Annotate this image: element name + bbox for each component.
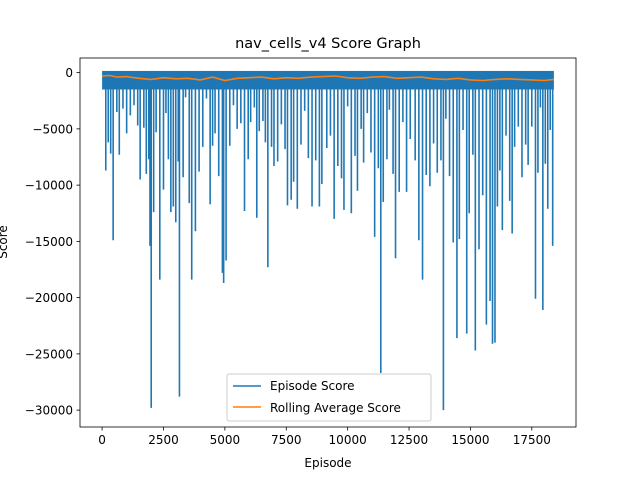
y-tick-label: 0: [65, 66, 73, 80]
x-tick-label: 2500: [148, 433, 179, 447]
x-tick-label: 17500: [513, 433, 551, 447]
series-layer: [102, 70, 554, 411]
chart-title: nav_cells_v4 Score Graph: [235, 36, 421, 52]
x-tick-label: 15000: [451, 433, 489, 447]
y-tick-label: −10000: [25, 179, 73, 193]
y-tick-label: −30000: [25, 404, 73, 418]
x-tick-label: 12500: [390, 433, 428, 447]
x-tick-label: 10000: [329, 433, 367, 447]
plot-area: [80, 58, 576, 427]
y-tick-label: −25000: [25, 347, 73, 361]
y-tick-label: −5000: [32, 122, 73, 136]
x-tick-label: 7500: [271, 433, 302, 447]
x-tick-label: 0: [98, 433, 106, 447]
y-axis-label: Score: [0, 225, 10, 259]
axes-layer: [79, 57, 577, 428]
y-tick-label: −15000: [25, 235, 73, 249]
x-axis-label: Episode: [304, 456, 351, 470]
x-tick-label: 5000: [210, 433, 241, 447]
plot-frame: [79, 57, 577, 428]
legend: Episode Score Rolling Average Score: [226, 373, 432, 422]
rolling-average-line: [102, 74, 554, 82]
y-tick-label: −20000: [25, 291, 73, 305]
legend-label-episode-score: Episode Score: [270, 379, 355, 393]
legend-box: [226, 373, 432, 422]
y-axis-ticks: 0 −5000 −10000 −15000 −20000 −25000 −30000: [25, 66, 80, 418]
legend-label-rolling-average: Rolling Average Score: [270, 401, 401, 415]
x-axis-ticks: 0 2500 5000 7500 10000 12500 15000 17500: [98, 427, 551, 447]
